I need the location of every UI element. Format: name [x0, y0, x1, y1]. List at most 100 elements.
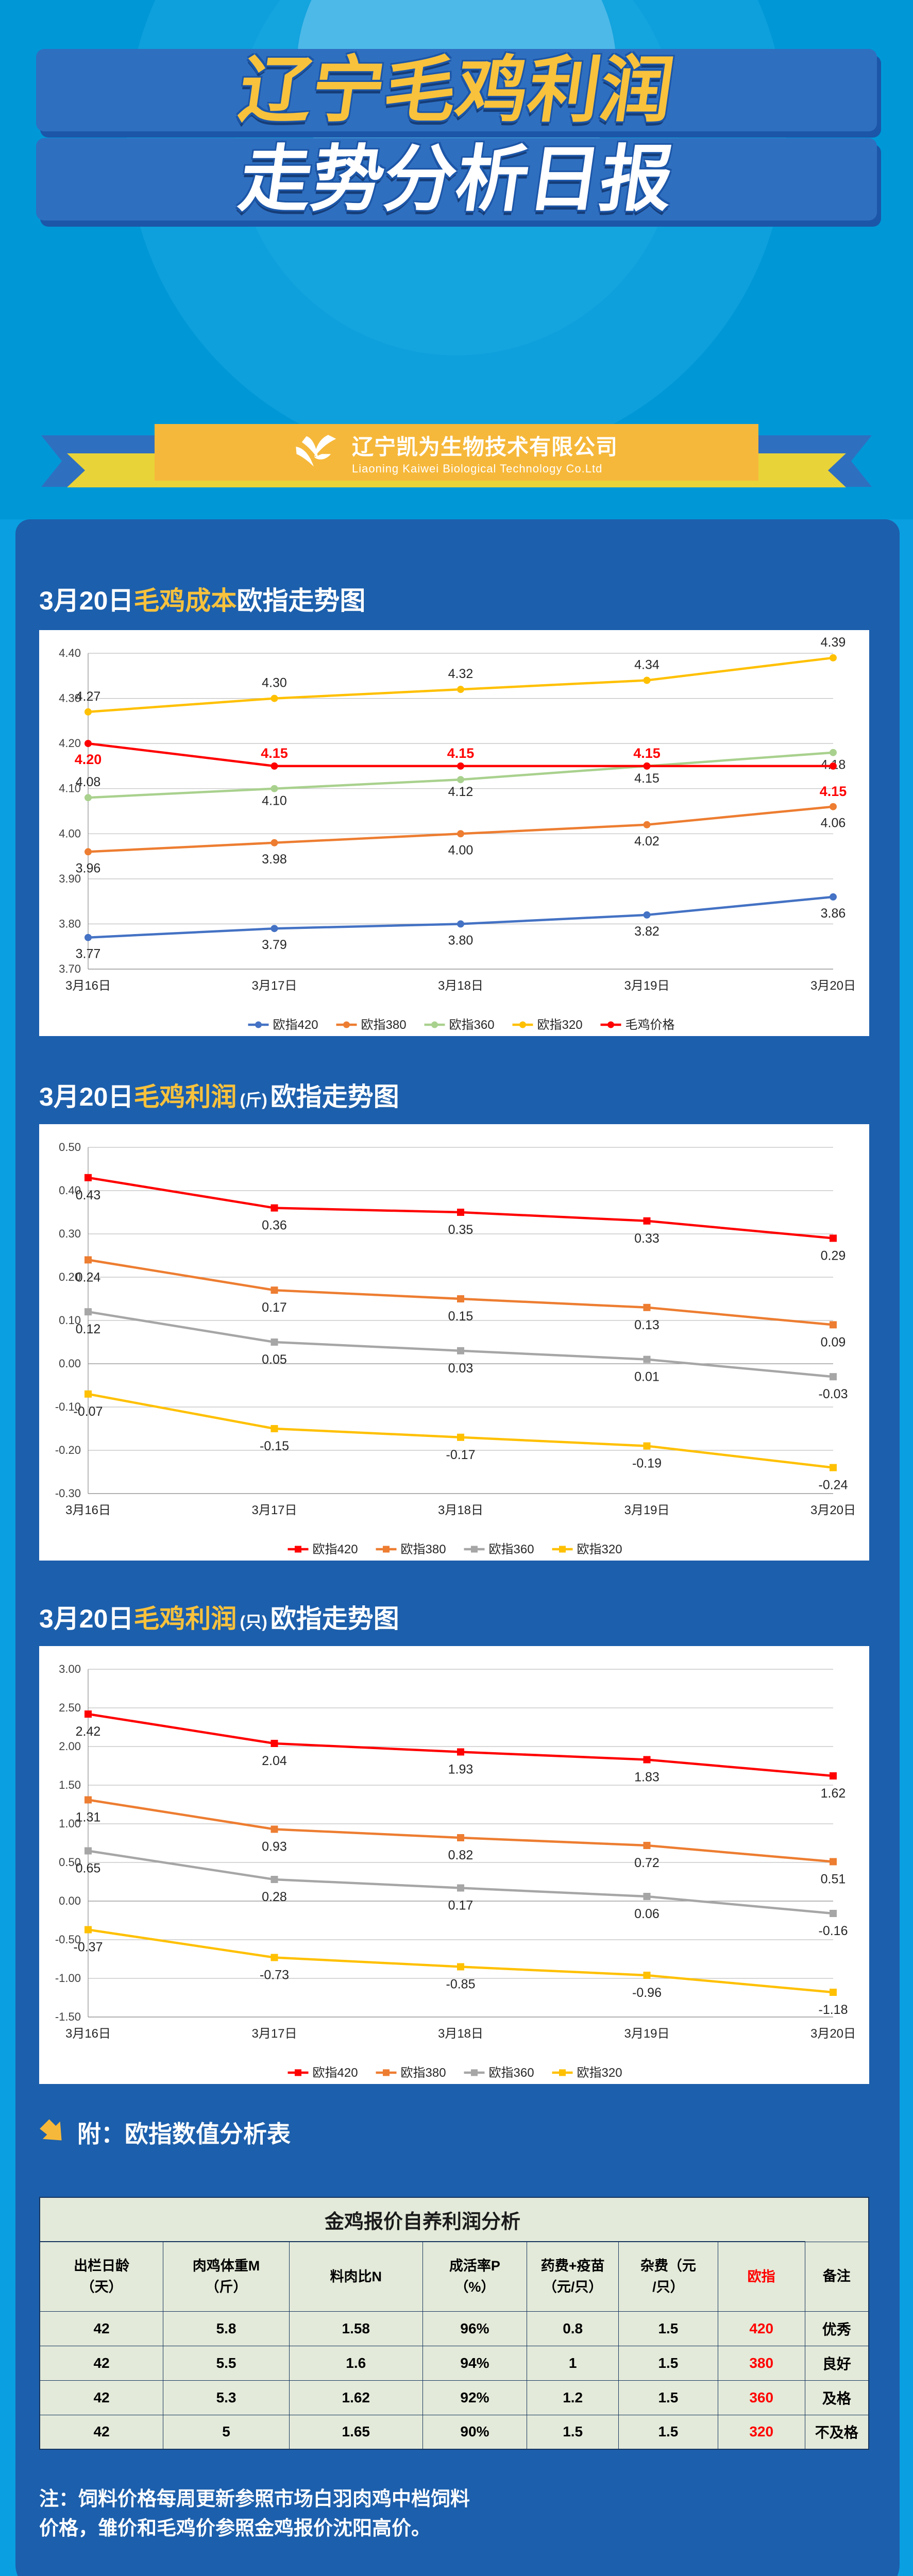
svg-text:欧指380: 欧指380	[401, 1543, 446, 1556]
svg-text:0.33: 0.33	[634, 1231, 660, 1246]
svg-text:3.70: 3.70	[59, 962, 81, 975]
svg-text:0.36: 0.36	[262, 1218, 287, 1233]
svg-text:0.93: 0.93	[262, 1840, 287, 1854]
svg-text:4.32: 4.32	[448, 667, 474, 681]
svg-text:0.00: 0.00	[59, 1894, 81, 1907]
svg-text:0.51: 0.51	[821, 1872, 846, 1887]
svg-text:欧指360: 欧指360	[489, 2066, 534, 2080]
svg-text:0.13: 0.13	[634, 1318, 660, 1332]
svg-text:1.93: 1.93	[448, 1762, 474, 1777]
svg-text:3.77: 3.77	[76, 947, 101, 961]
svg-text:-0.30: -0.30	[55, 1487, 81, 1500]
svg-text:欧指320: 欧指320	[537, 1018, 583, 1032]
svg-text:3.86: 3.86	[821, 906, 846, 921]
svg-text:3月20日: 3月20日	[810, 979, 856, 993]
svg-text:3月17日: 3月17日	[251, 979, 297, 993]
svg-text:4.06: 4.06	[821, 816, 846, 831]
svg-text:欧指360: 欧指360	[489, 1543, 534, 1556]
svg-text:-1.50: -1.50	[55, 2010, 81, 2023]
svg-text:欧指380: 欧指380	[361, 1018, 407, 1032]
svg-text:3月20日: 3月20日	[810, 1503, 856, 1517]
svg-text:3月18日: 3月18日	[438, 979, 483, 993]
svg-text:2.00: 2.00	[59, 1740, 81, 1753]
svg-text:0.29: 0.29	[821, 1248, 846, 1263]
svg-text:3月17日: 3月17日	[251, 1503, 297, 1517]
svg-text:-1.18: -1.18	[819, 2003, 848, 2017]
svg-text:3.96: 3.96	[76, 861, 101, 875]
svg-text:4.40: 4.40	[59, 647, 81, 659]
svg-text:0.28: 0.28	[262, 1890, 287, 1904]
svg-text:0.30: 0.30	[59, 1227, 81, 1240]
svg-text:-0.17: -0.17	[446, 1448, 476, 1462]
svg-text:4.39: 4.39	[821, 635, 846, 650]
svg-text:4.08: 4.08	[76, 775, 101, 789]
svg-text:3月16日: 3月16日	[65, 1503, 111, 1517]
svg-text:4.15: 4.15	[261, 745, 288, 761]
svg-text:3.80: 3.80	[448, 933, 474, 947]
svg-text:4.00: 4.00	[448, 843, 474, 857]
svg-text:2.50: 2.50	[59, 1701, 81, 1714]
svg-text:-0.20: -0.20	[55, 1444, 81, 1456]
svg-text:3月16日: 3月16日	[65, 2027, 111, 2041]
svg-text:-0.19: -0.19	[632, 1456, 662, 1471]
svg-text:欧指420: 欧指420	[313, 1543, 358, 1556]
svg-text:欧指320: 欧指320	[577, 1543, 622, 1556]
svg-text:0.09: 0.09	[821, 1335, 846, 1349]
svg-text:4.02: 4.02	[634, 834, 660, 849]
svg-text:0.35: 0.35	[448, 1223, 474, 1237]
svg-text:-0.07: -0.07	[74, 1404, 103, 1419]
svg-text:-1.00: -1.00	[55, 1972, 81, 1985]
svg-text:4.15: 4.15	[633, 745, 661, 761]
svg-text:1.62: 1.62	[821, 1786, 846, 1801]
svg-text:0.43: 0.43	[76, 1188, 101, 1202]
svg-text:3月17日: 3月17日	[251, 2027, 297, 2041]
svg-text:0.01: 0.01	[634, 1370, 660, 1384]
svg-text:3月19日: 3月19日	[624, 1503, 669, 1517]
svg-text:4.20: 4.20	[59, 737, 81, 750]
svg-text:1.31: 1.31	[76, 1810, 101, 1825]
svg-text:3月19日: 3月19日	[624, 2027, 669, 2041]
svg-text:3月19日: 3月19日	[624, 979, 669, 993]
svg-text:-0.85: -0.85	[446, 1977, 476, 1992]
svg-text:0.05: 0.05	[262, 1352, 287, 1367]
svg-text:4.15: 4.15	[634, 771, 660, 786]
svg-text:2.42: 2.42	[76, 1724, 101, 1739]
svg-text:0.03: 0.03	[448, 1361, 474, 1376]
svg-text:3月20日: 3月20日	[810, 2027, 856, 2041]
svg-text:2.04: 2.04	[262, 1754, 287, 1768]
svg-text:-0.24: -0.24	[819, 1478, 848, 1493]
svg-text:-0.03: -0.03	[819, 1387, 848, 1401]
svg-text:1.83: 1.83	[634, 1770, 660, 1785]
svg-text:4.30: 4.30	[262, 676, 287, 690]
svg-text:0.50: 0.50	[59, 1141, 81, 1154]
svg-text:0.24: 0.24	[76, 1270, 101, 1284]
svg-text:欧指380: 欧指380	[401, 2066, 446, 2080]
svg-text:-0.37: -0.37	[74, 1940, 103, 1955]
svg-text:0.06: 0.06	[634, 1907, 660, 1921]
svg-text:-0.16: -0.16	[819, 1924, 848, 1938]
svg-text:3.80: 3.80	[59, 917, 81, 930]
svg-text:欧指360: 欧指360	[449, 1018, 495, 1032]
svg-text:0.00: 0.00	[59, 1357, 81, 1370]
svg-text:0.15: 0.15	[448, 1309, 474, 1324]
svg-text:3月18日: 3月18日	[438, 2027, 483, 2041]
svg-text:4.34: 4.34	[634, 658, 660, 672]
svg-text:3.79: 3.79	[262, 938, 287, 952]
svg-text:1.50: 1.50	[59, 1778, 81, 1791]
svg-text:欧指320: 欧指320	[577, 2066, 622, 2080]
svg-text:3.82: 3.82	[634, 924, 660, 939]
svg-text:-0.15: -0.15	[260, 1439, 289, 1453]
svg-text:-0.73: -0.73	[260, 1968, 289, 1982]
svg-text:3月16日: 3月16日	[65, 979, 111, 993]
svg-text:毛鸡价格: 毛鸡价格	[625, 1018, 675, 1032]
svg-text:3月18日: 3月18日	[438, 1503, 483, 1517]
svg-text:4.12: 4.12	[448, 785, 474, 799]
svg-text:0.82: 0.82	[448, 1848, 474, 1862]
svg-text:0.12: 0.12	[76, 1322, 101, 1336]
svg-text:4.00: 4.00	[59, 827, 81, 840]
svg-text:0.65: 0.65	[76, 1861, 101, 1876]
svg-text:4.15: 4.15	[820, 784, 847, 799]
svg-text:4.10: 4.10	[262, 794, 287, 808]
svg-text:-0.96: -0.96	[632, 1986, 662, 2000]
svg-text:4.20: 4.20	[75, 752, 102, 767]
